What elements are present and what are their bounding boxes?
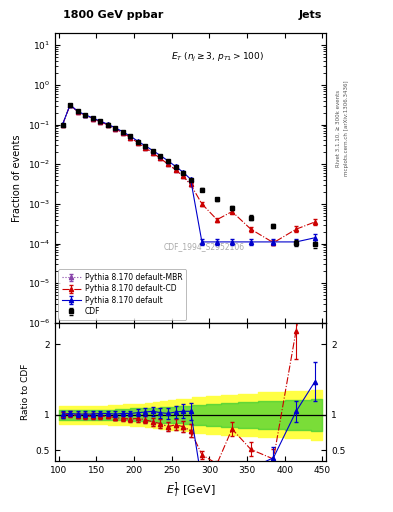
Text: 1800 GeV ppbar: 1800 GeV ppbar [63,10,163,20]
Text: Jets: Jets [299,10,322,20]
Text: Rivet 3.1.10, ≥ 300k events: Rivet 3.1.10, ≥ 300k events [336,90,341,166]
Text: mcplots.cern.ch [arXiv:1306.3436]: mcplots.cern.ch [arXiv:1306.3436] [344,80,349,176]
Legend: Pythia 8.170 default-MBR, Pythia 8.170 default-CD, Pythia 8.170 default, CDF: Pythia 8.170 default-MBR, Pythia 8.170 d… [58,269,186,320]
Y-axis label: Ratio to CDF: Ratio to CDF [21,364,30,420]
Text: $E_T$ ($n_j \geq 3$, $p_{T1}>100$): $E_T$ ($n_j \geq 3$, $p_{T1}>100$) [171,51,264,64]
Text: CDF_1994_S2952106: CDF_1994_S2952106 [163,242,245,251]
Y-axis label: Fraction of events: Fraction of events [12,134,22,222]
X-axis label: $E_T^1$ [GeV]: $E_T^1$ [GeV] [166,480,215,500]
